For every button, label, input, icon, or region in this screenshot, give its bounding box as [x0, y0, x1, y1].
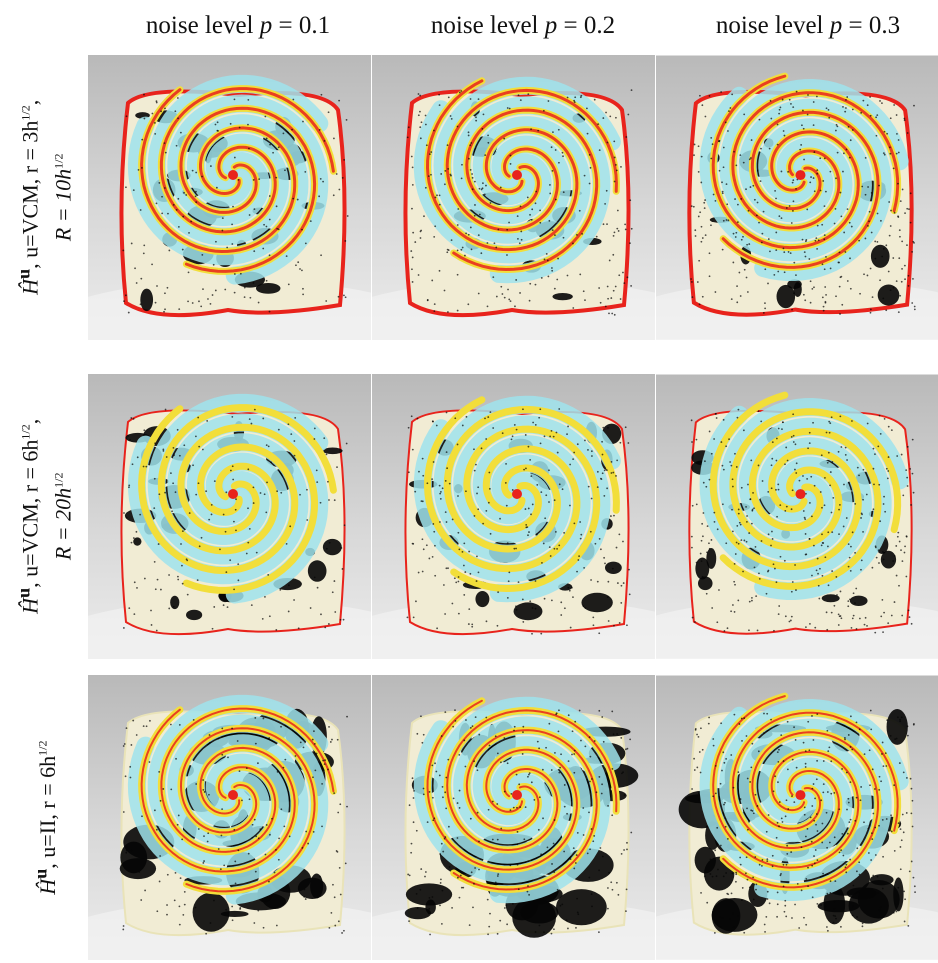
panel-row-2 — [88, 374, 938, 659]
panel-row-3 — [88, 675, 938, 960]
column-header-p01: noise level p = 0.1 — [98, 12, 378, 40]
render-r2-p03 — [656, 374, 938, 659]
panel-row-1 — [88, 55, 938, 340]
render-r3-p01 — [88, 675, 371, 960]
render-r3-p02 — [372, 675, 655, 960]
row-label-1: Ĥu, u=VCM, r = 3h1/2, R = 10h1/2 — [0, 55, 88, 340]
row-label-3: Ĥu, u=II, r = 6h1/2 — [0, 675, 88, 960]
column-header-p03: noise level p = 0.3 — [668, 12, 938, 40]
column-header-p02: noise level p = 0.2 — [383, 12, 663, 40]
render-r1-p01 — [88, 55, 371, 340]
render-r1-p03 — [656, 55, 938, 340]
row-label-2: Ĥu, u=VCM, r = 6h1/2, R = 20h1/2 — [0, 374, 88, 659]
render-r3-p03 — [656, 675, 938, 960]
render-r2-p02 — [372, 374, 655, 659]
render-r1-p02 — [372, 55, 655, 340]
render-r2-p01 — [88, 374, 371, 659]
